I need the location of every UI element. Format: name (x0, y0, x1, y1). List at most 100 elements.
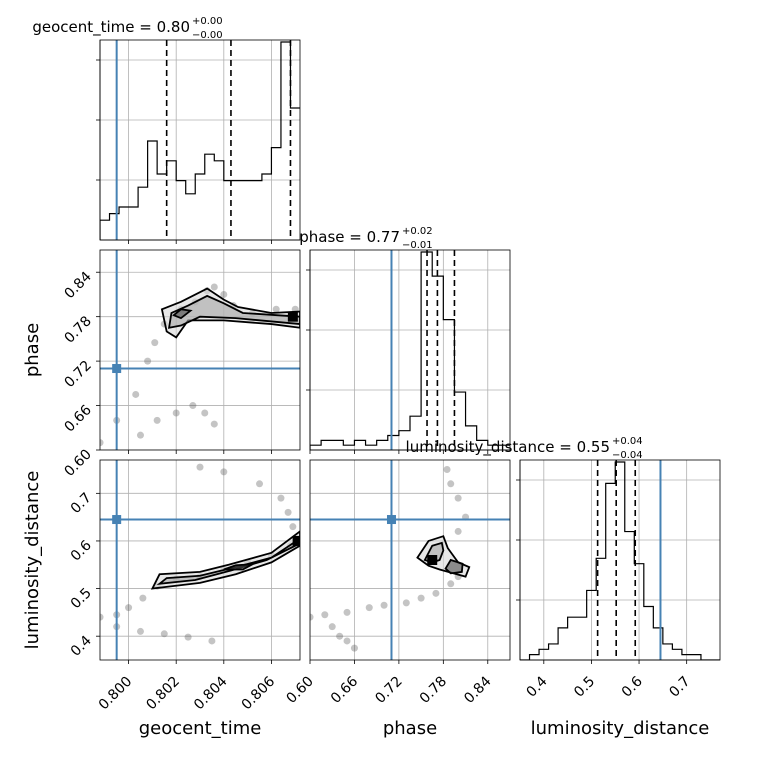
scatter-point (272, 305, 280, 313)
panel-phase_vs_geocent_time (100, 250, 300, 450)
scatter-point (210, 283, 218, 291)
x-tick-label-geocent_time: 0.800 (96, 674, 136, 714)
truth-marker (112, 515, 122, 525)
scatter-point (172, 409, 180, 417)
scatter-point (343, 608, 351, 616)
x-tick-label-phase: 0.84 (461, 673, 494, 706)
y-tick-label-luminosity_distance: 0.4 (68, 633, 95, 660)
panel-frame (99, 459, 301, 661)
scatter-point (210, 420, 218, 428)
scatter-point (220, 468, 228, 476)
hist-panel-phase (310, 250, 510, 450)
title-main: luminosity_distance = 0.55 (406, 438, 610, 457)
scatter-point (417, 594, 425, 602)
contour-level-3 (223, 563, 253, 571)
x-tick-label-geocent_time: 0.802 (143, 674, 183, 714)
hist-step-phase (310, 251, 510, 450)
contour-level-3 (444, 558, 464, 575)
hist-frame-luminosity_distance (519, 459, 721, 661)
x-axis-label-luminosity_distance: luminosity_distance (531, 718, 710, 739)
scatter-point (321, 611, 329, 619)
x-tick-label-phase: 0.60 (283, 674, 316, 707)
panel-luminosity_distance_vs_geocent_time (100, 460, 300, 660)
scatter-point (289, 523, 297, 531)
x-tick-label-luminosity_distance: 0.7 (666, 674, 693, 701)
scatter-point (277, 494, 285, 502)
scatter-point (153, 416, 161, 424)
hist-step-geocent_time (100, 41, 300, 240)
x-axis-label-phase: phase (383, 718, 437, 739)
hist-step-luminosity_distance (520, 461, 720, 660)
contour-level-1 (150, 530, 300, 590)
scatter-point (201, 409, 209, 417)
title-main: geocent_time = 0.80 (32, 18, 190, 37)
scatter-point (454, 527, 462, 535)
x-tick-label-luminosity_distance: 0.6 (619, 673, 646, 700)
scatter-point (343, 637, 351, 645)
scatter-point (310, 613, 314, 621)
panel-frame (99, 249, 301, 451)
contour-level-3 (172, 308, 193, 320)
mode-marker (292, 535, 300, 546)
scatter-point (454, 494, 462, 502)
scatter-point (100, 439, 104, 447)
scatter-point (189, 402, 197, 410)
scatter-point (184, 633, 192, 641)
y-tick-label-luminosity_distance: 0.5 (68, 585, 95, 612)
scatter-point (443, 466, 451, 474)
y-tick-label-phase: 0.84 (61, 269, 94, 302)
mode-marker (427, 555, 438, 565)
scatter-point (125, 604, 133, 612)
scatter-point (256, 480, 264, 488)
title-phase: phase = 0.77 +0.02 −0.01 (299, 226, 432, 251)
scatter-point (447, 580, 455, 588)
scatter-point (136, 431, 144, 439)
y-tick-label-luminosity_distance: 0.6 (68, 537, 95, 564)
x-tick-label-phase: 0.78 (417, 674, 450, 707)
scatter-point (380, 601, 388, 609)
scatter-point (132, 390, 140, 398)
hist-panel-luminosity_distance (520, 460, 720, 660)
y-axis-label-phase: phase (22, 323, 43, 377)
x-tick-label-phase: 0.72 (372, 674, 405, 707)
scatter-point (350, 644, 358, 652)
scatter-point (139, 594, 147, 602)
x-tick-label-luminosity_distance: 0.4 (524, 673, 551, 700)
scatter-point (402, 599, 410, 607)
scatter-point (432, 589, 440, 597)
y-tick-label-luminosity_distance: 0.7 (68, 490, 95, 517)
title-minus: −0.04 (612, 450, 643, 461)
scatter-point (100, 613, 104, 621)
scatter-point (336, 632, 344, 640)
title-plus: +0.02 (402, 226, 433, 237)
y-tick-label-phase: 0.72 (61, 358, 94, 391)
scatter-point (151, 339, 159, 347)
scatter-point (160, 630, 168, 638)
title-plus: +0.04 (612, 436, 643, 447)
scatter-point (208, 637, 216, 645)
scatter-point (365, 604, 373, 612)
x-tick-label-phase: 0.66 (328, 673, 361, 706)
scatter-point (447, 480, 455, 488)
scatter-point (136, 627, 144, 635)
scatter-point (328, 623, 336, 631)
y-tick-label-phase: 0.60 (61, 447, 94, 480)
scatter-point (144, 357, 152, 365)
panel-frame (309, 459, 511, 661)
hist-frame-geocent_time (99, 39, 301, 241)
y-axis-label-luminosity_distance: luminosity_distance (22, 471, 43, 650)
title-luminosity_distance: luminosity_distance = 0.55 +0.04 −0.04 (406, 436, 643, 461)
title-main: phase = 0.77 (299, 228, 400, 246)
y-tick-label-phase: 0.78 (61, 313, 94, 346)
panel-luminosity_distance_vs_phase (310, 460, 510, 660)
title-minus: −0.01 (402, 240, 433, 251)
scatter-point (284, 508, 292, 516)
title-minus: −0.00 (192, 30, 223, 41)
truth-marker (386, 515, 396, 525)
scatter-point (196, 463, 204, 471)
hist-panel-geocent_time (100, 40, 300, 240)
title-plus: +0.00 (192, 16, 223, 27)
x-tick-label-geocent_time: 0.804 (191, 673, 231, 713)
